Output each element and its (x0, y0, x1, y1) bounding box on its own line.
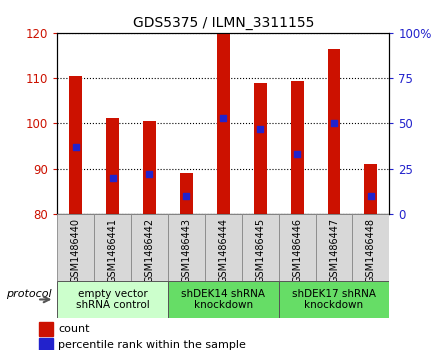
Bar (291, 81, 304, 214)
Bar (364, 164, 378, 214)
Text: GSM1486448: GSM1486448 (366, 217, 376, 282)
Bar (279, 281, 389, 318)
Bar (315, 214, 352, 281)
Bar (180, 173, 193, 214)
Text: GSM1486447: GSM1486447 (329, 217, 339, 283)
Point (257, 126, 264, 132)
Point (146, 171, 153, 177)
Bar (168, 281, 279, 318)
Text: shDEK14 shRNA
knockdown: shDEK14 shRNA knockdown (181, 289, 265, 310)
Text: GSM1486444: GSM1486444 (218, 217, 228, 282)
Point (367, 193, 374, 199)
Bar (39, 322, 53, 335)
Point (220, 115, 227, 121)
Bar (279, 214, 315, 281)
Bar (168, 214, 205, 281)
Bar (94, 214, 131, 281)
Bar (39, 338, 53, 352)
Bar (143, 121, 156, 214)
Bar (69, 76, 82, 214)
Bar (205, 214, 242, 281)
Bar (131, 214, 168, 281)
Text: GSM1486443: GSM1486443 (181, 217, 191, 282)
Text: GSM1486445: GSM1486445 (255, 217, 265, 283)
Bar (242, 214, 279, 281)
Point (183, 193, 190, 199)
Bar (57, 281, 168, 318)
Text: empty vector
shRNA control: empty vector shRNA control (76, 289, 150, 310)
Bar (327, 49, 341, 214)
Text: count: count (59, 324, 90, 334)
Bar (254, 82, 267, 214)
Bar (352, 214, 389, 281)
Text: percentile rank within the sample: percentile rank within the sample (59, 340, 246, 350)
Bar (217, 33, 230, 214)
Text: protocol: protocol (6, 289, 51, 299)
Text: GSM1486446: GSM1486446 (292, 217, 302, 282)
Text: shDEK17 shRNA
knockdown: shDEK17 shRNA knockdown (292, 289, 376, 310)
Point (72, 144, 79, 150)
Text: GSM1486442: GSM1486442 (144, 217, 154, 283)
Bar (106, 118, 119, 214)
Point (330, 121, 337, 126)
Point (109, 175, 116, 181)
Text: GSM1486441: GSM1486441 (107, 217, 117, 282)
Title: GDS5375 / ILMN_3311155: GDS5375 / ILMN_3311155 (132, 16, 314, 30)
Bar (57, 214, 94, 281)
Text: GSM1486440: GSM1486440 (71, 217, 81, 282)
Point (293, 151, 301, 157)
